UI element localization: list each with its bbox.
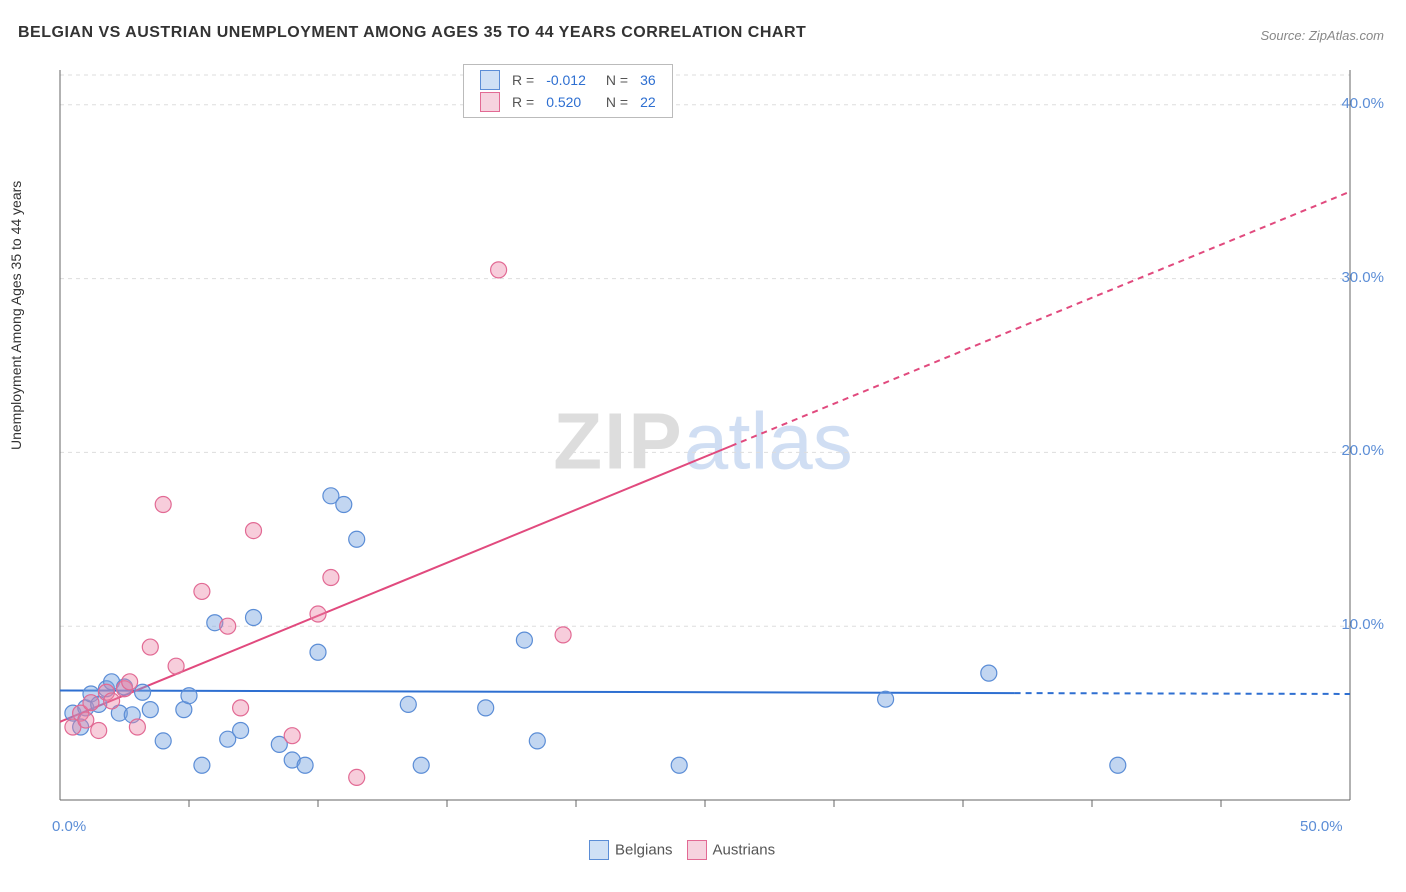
legend-swatch [589, 840, 609, 860]
series-legend: Belgians Austrians [575, 840, 775, 860]
legend-r-value: 0.520 [540, 91, 592, 113]
legend-series-name: Belgians [615, 842, 673, 859]
legend-r-value: -0.012 [540, 69, 592, 91]
y-tick-label: 40.0% [1341, 95, 1384, 112]
correlation-legend: R =-0.012N =36R =0.520N =22 [463, 64, 673, 118]
source-attribution: Source: ZipAtlas.com [1260, 28, 1384, 43]
x-min-label: 0.0% [52, 818, 86, 835]
legend-swatch [480, 92, 500, 112]
legend-swatch [687, 840, 707, 860]
legend-n-value: 22 [634, 91, 662, 113]
legend-swatch [480, 70, 500, 90]
y-tick-label: 30.0% [1341, 269, 1384, 286]
y-tick-label: 20.0% [1341, 442, 1384, 459]
y-tick-label: 10.0% [1341, 616, 1384, 633]
legend-n-value: 36 [634, 69, 662, 91]
chart-title: BELGIAN VS AUSTRIAN UNEMPLOYMENT AMONG A… [18, 24, 806, 42]
y-axis-label: Unemployment Among Ages 35 to 44 years [8, 181, 24, 450]
legend-series-name: Austrians [713, 842, 776, 859]
scatter-plot [50, 60, 1360, 830]
x-max-label: 50.0% [1300, 818, 1343, 835]
